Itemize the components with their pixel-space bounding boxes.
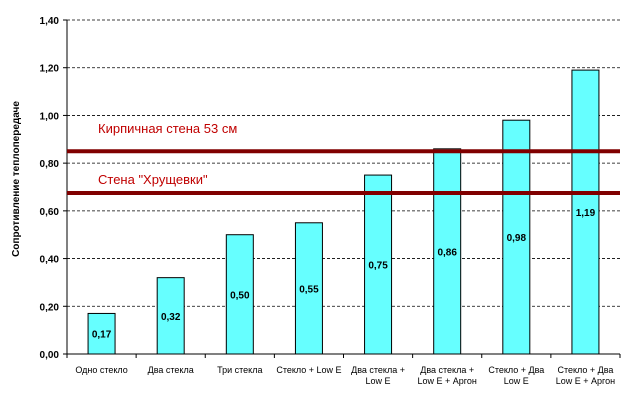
x-category-label: Стекло + Low E — [276, 365, 341, 375]
x-category-label-line: Стекло + Low E — [276, 365, 341, 375]
x-category-label: Стекло + Два Low E — [488, 365, 544, 386]
y-tick-label: 0,80 — [40, 159, 60, 170]
bar-value-label: 0,86 — [437, 247, 457, 258]
bar-value-label: 0,17 — [92, 330, 112, 341]
gridlines — [67, 19, 620, 307]
bar — [156, 277, 185, 355]
bar — [87, 312, 116, 355]
bar-value-label: 0,50 — [230, 290, 250, 301]
bar-value-label: 1,19 — [576, 208, 596, 219]
y-tick-label: 1,40 — [40, 16, 60, 27]
x-category-label-line: Low E — [504, 376, 529, 386]
x-category-label: Два стекла — [148, 365, 194, 375]
bar-value-label: 0,32 — [161, 312, 181, 323]
x-category-label-line: Low E — [366, 376, 391, 386]
x-category-label-line: Стекло + Два — [557, 365, 613, 375]
x-category-label-line: Low E + Аргон — [418, 376, 477, 386]
bar — [364, 174, 393, 355]
y-tick-label: 1,00 — [40, 111, 60, 122]
x-category-label-line: Low E + Аргон — [556, 376, 615, 386]
bar-value-label: 0,75 — [368, 261, 388, 272]
bar — [294, 222, 323, 355]
bar — [502, 119, 531, 355]
y-tick-label: 0,40 — [40, 255, 60, 266]
x-category-label: Стекло + Два Low E + Аргон — [556, 365, 615, 386]
axes — [63, 19, 621, 358]
bars: 0,17 0,32 0,50 0,55 0,75 0,86 0,98 1,19 — [87, 69, 600, 355]
x-category-label-line: Два стекла + — [351, 365, 405, 375]
x-category-label-line: Стекло + Два — [488, 365, 544, 375]
y-tick-label: 0,00 — [40, 350, 60, 361]
x-category-label-line: Два стекла — [148, 365, 194, 375]
bar — [225, 234, 254, 355]
x-category-label-line: Три стекла — [217, 365, 262, 375]
y-axis-label: Сопротивление теплопередаче — [11, 101, 22, 257]
y-tick-label: 0,20 — [40, 302, 60, 313]
bar-value-label: 0,98 — [507, 233, 527, 244]
bar — [433, 148, 462, 355]
reference-line-label: Стена "Хрущевки" — [98, 172, 208, 187]
x-category-label-line: Одно стекло — [75, 365, 127, 375]
bar — [571, 69, 600, 355]
y-tick-label: 1,20 — [40, 64, 60, 75]
x-category-labels: Одно стекло Два стекла Три стекла Стекло + … — [75, 365, 615, 386]
reference-lines: Кирпичная стена 53 см Стена "Хрущевки" — [67, 121, 620, 195]
y-tick-labels: 0,00 0,20 0,40 0,60 0,80 1,00 1,20 1,40 — [40, 16, 60, 361]
bar-value-label: 0,55 — [299, 284, 319, 295]
y-tick-label: 0,60 — [40, 207, 60, 218]
x-category-label-line: Два стекла + — [420, 365, 474, 375]
reference-line-label: Кирпичная стена 53 см — [98, 121, 237, 136]
x-category-label: Три стекла — [217, 365, 262, 375]
x-category-label: Одно стекло — [75, 365, 127, 375]
x-category-label: Два стекла + Low E — [351, 365, 405, 386]
x-category-label: Два стекла + Low E + Аргон — [418, 365, 477, 386]
